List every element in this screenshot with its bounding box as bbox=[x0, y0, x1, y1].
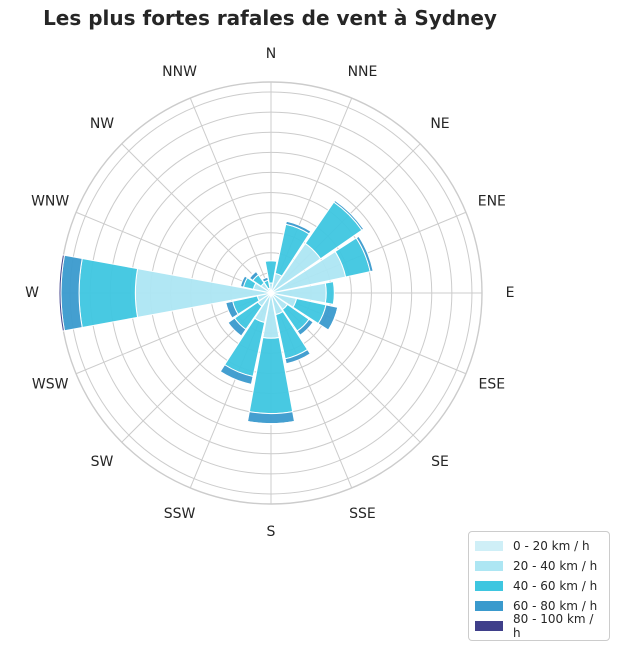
bar-segment bbox=[324, 281, 335, 305]
bar-segment bbox=[246, 420, 296, 426]
legend-swatch bbox=[475, 541, 503, 551]
direction-label: WNW bbox=[31, 194, 69, 210]
legend-swatch bbox=[475, 621, 503, 631]
legend-label: 40 - 60 km / h bbox=[513, 579, 598, 593]
legend-item: 0 - 20 km / h bbox=[475, 536, 603, 556]
legend-item: 60 - 80 km / h bbox=[475, 596, 603, 616]
legend-label: 0 - 20 km / h bbox=[513, 539, 590, 553]
legend-item: 40 - 60 km / h bbox=[475, 576, 603, 596]
bar-segment bbox=[261, 276, 269, 283]
bar-segment bbox=[219, 364, 254, 385]
direction-label: W bbox=[25, 285, 39, 301]
bar-segment bbox=[333, 199, 365, 231]
grid-spoke bbox=[121, 143, 272, 294]
legend-item: 20 - 40 km / h bbox=[475, 556, 603, 576]
wind-bars bbox=[58, 199, 374, 426]
bar-segment bbox=[327, 306, 340, 332]
bar-segment bbox=[355, 235, 374, 273]
direction-label: N bbox=[266, 46, 276, 62]
direction-label: SW bbox=[91, 454, 114, 470]
direction-label: ENE bbox=[478, 194, 506, 210]
legend: 0 - 20 km / h 20 - 40 km / h 40 - 60 km … bbox=[468, 531, 610, 641]
bar-segment bbox=[58, 254, 66, 332]
direction-label: SSE bbox=[349, 506, 376, 522]
grid-spoke bbox=[189, 97, 272, 294]
legend-item: 80 - 100 km / h bbox=[475, 612, 603, 640]
bar-segment bbox=[78, 257, 139, 329]
direction-label: NE bbox=[430, 116, 449, 132]
bar-segment bbox=[264, 260, 278, 284]
legend-label: 80 - 100 km / h bbox=[513, 612, 594, 640]
chart-title: Les plus fortes rafales de vent à Sydney bbox=[43, 6, 497, 30]
direction-label: NNE bbox=[348, 64, 378, 80]
bar-segment bbox=[239, 275, 249, 288]
legend-swatch bbox=[475, 601, 503, 611]
direction-label: WSW bbox=[32, 376, 69, 392]
bar-segment bbox=[247, 269, 257, 279]
bar-segment bbox=[285, 220, 312, 235]
direction-label: SE bbox=[431, 454, 449, 470]
legend-label: 20 - 40 km / h bbox=[513, 559, 598, 573]
grid-spoke bbox=[75, 211, 272, 294]
legend-label: 60 - 80 km / h bbox=[513, 599, 598, 613]
legend-swatch bbox=[475, 581, 503, 591]
bar-segment bbox=[227, 317, 247, 337]
direction-label: SSW bbox=[164, 506, 196, 522]
direction-label: NNW bbox=[162, 64, 197, 80]
bar-segment bbox=[296, 318, 314, 336]
legend-swatch bbox=[475, 561, 503, 571]
direction-label: E bbox=[506, 285, 515, 301]
bar-segment bbox=[246, 411, 296, 425]
direction-label: S bbox=[267, 524, 276, 540]
bar-segment bbox=[225, 300, 239, 319]
bar-segment bbox=[60, 254, 83, 332]
direction-label: ESE bbox=[479, 376, 506, 392]
direction-labels: N NNE NE ENE E ESE SE SSE S SSW SW WSW W WNW NW NNW bbox=[25, 46, 514, 540]
bar-segment bbox=[284, 348, 311, 365]
direction-label: NW bbox=[90, 116, 114, 132]
